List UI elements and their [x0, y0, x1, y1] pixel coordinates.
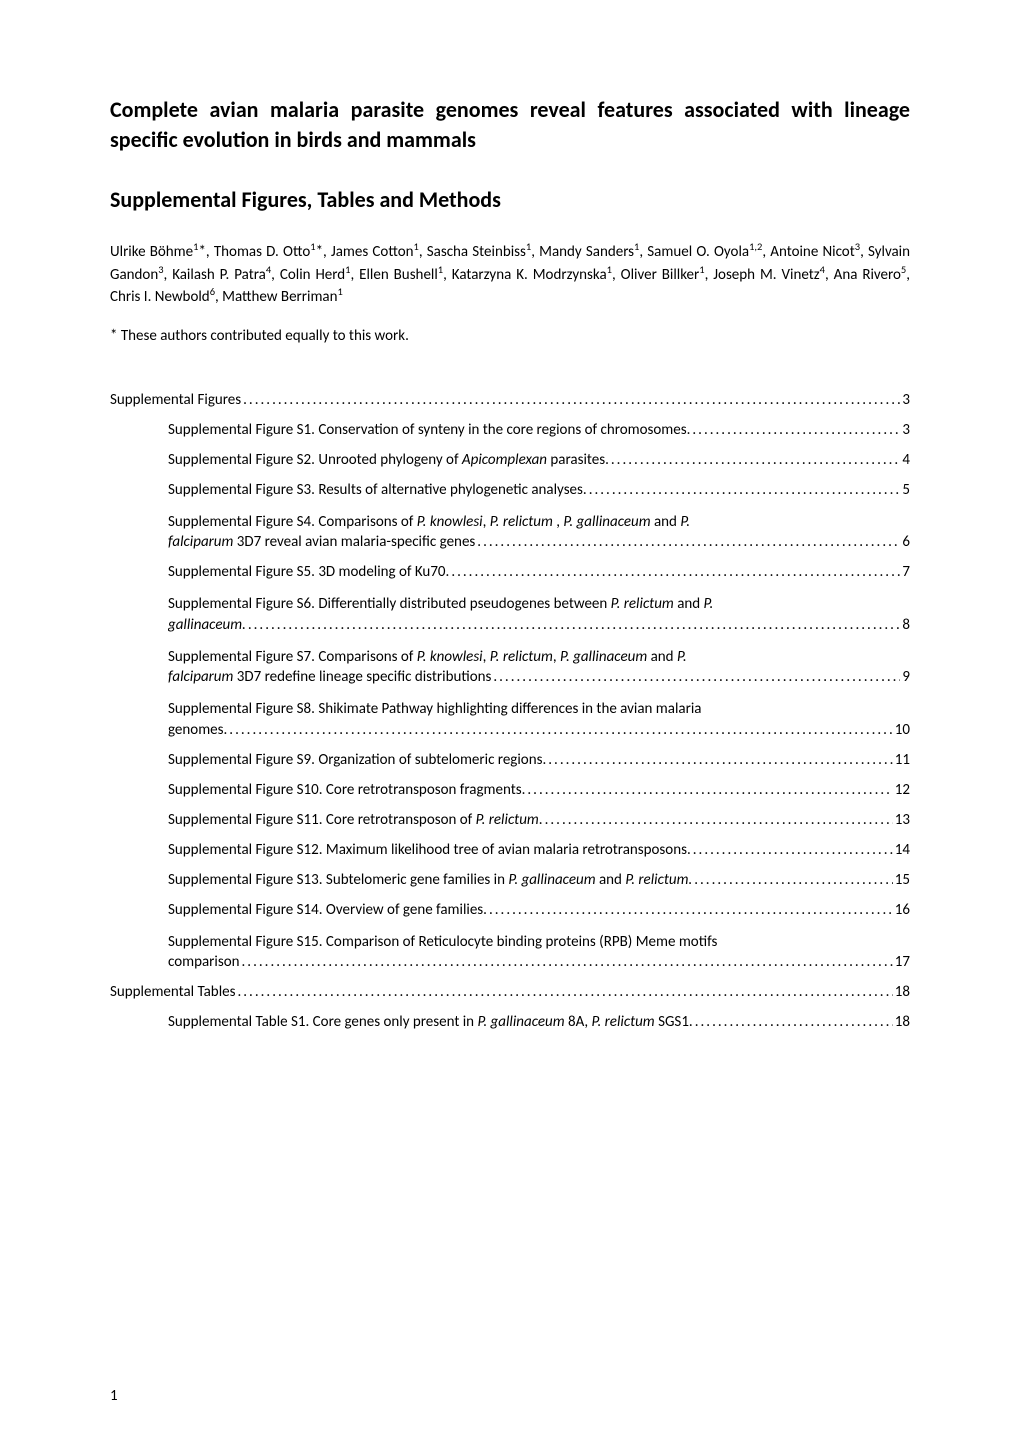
toc-entry-page: 6	[902, 533, 910, 551]
toc-entry-label: Supplemental Figure S14. Overview of gen…	[168, 901, 487, 919]
toc-entry-label: genomes.	[168, 721, 227, 739]
toc-entry: Supplemental Figure S8. Shikimate Pathwa…	[110, 698, 910, 739]
toc-dots	[695, 1013, 893, 1031]
toc-dots	[489, 901, 893, 919]
toc-dots	[692, 421, 900, 439]
toc-entry-label: Supplemental Figure S11. Core retrotrans…	[168, 811, 543, 829]
toc-entry-page: 13	[895, 811, 910, 829]
toc-dots	[229, 721, 892, 739]
toc-entry: Supplemental Figure S12. Maximum likelih…	[110, 841, 910, 859]
toc-entry: Supplemental Figure S9. Organization of …	[110, 751, 910, 769]
toc-entry: Supplemental Figure S1. Conservation of …	[110, 421, 910, 439]
toc-entry-page: 18	[895, 1013, 910, 1031]
toc-entry-label: falciparum 3D7 redefine lineage specific…	[168, 668, 491, 686]
toc-entry-label: Supplemental Figure S1. Conservation of …	[168, 421, 690, 439]
toc-entry-page: 9	[902, 668, 910, 686]
toc-entry-label: Supplemental Table S1. Core genes only p…	[168, 1013, 693, 1031]
toc-dots	[693, 841, 893, 859]
toc-entry-text: Supplemental Figure S4. Comparisons of P…	[168, 511, 910, 534]
toc-entry: Supplemental Figure S13. Subtelomeric ge…	[110, 871, 910, 889]
toc-entry-label: Supplemental Figure S12. Maximum likelih…	[168, 841, 691, 859]
toc-entry-text: Supplemental Figure S8. Shikimate Pathwa…	[168, 698, 910, 721]
toc-entry-lastline: comparison 17	[168, 953, 910, 971]
toc-entry-page: 8	[902, 616, 910, 634]
authors-list: Ulrike Böhme1*, Thomas D. Otto1*, James …	[110, 241, 910, 309]
toc-entry: Supplemental Figure S5. 3D modeling of K…	[110, 563, 910, 581]
toc-entry-lastline: falciparum 3D7 reveal avian malaria-spec…	[168, 533, 910, 551]
toc-entry: Supplemental Figure S10. Core retrotrans…	[110, 781, 910, 799]
toc-entry-page: 5	[902, 481, 910, 499]
toc-entry-page: 15	[895, 871, 910, 889]
toc-dots	[243, 391, 900, 409]
toc-entry: Supplemental Figure S4. Comparisons of P…	[110, 511, 910, 552]
toc-entry-lastline: falciparum 3D7 redefine lineage specific…	[168, 668, 910, 686]
page-container: Complete avian malaria parasite genomes …	[0, 0, 1020, 1443]
table-of-contents: Supplemental Figures3Supplemental Figure…	[110, 391, 910, 1032]
toc-entry-lastline: gallinaceum. 8	[168, 616, 910, 634]
section-heading: Supplemental Figures, Tables and Methods	[110, 186, 910, 213]
toc-entry-label: Supplemental Figures	[110, 391, 241, 409]
equal-contribution-note: * These authors contributed equally to t…	[110, 327, 910, 345]
toc-dots	[237, 983, 892, 1001]
toc-entry: Supplemental Figure S2. Unrooted phyloge…	[110, 451, 910, 469]
toc-dots	[242, 953, 893, 971]
toc-entry-label: Supplemental Figure S3. Results of alter…	[168, 481, 587, 499]
toc-entry: Supplemental Figure S7. Comparisons of P…	[110, 646, 910, 687]
toc-entry-label: Supplemental Figure S2. Unrooted phyloge…	[168, 451, 609, 469]
toc-entry: Supplemental Figure S3. Results of alter…	[110, 481, 910, 499]
toc-entry-label: Supplemental Figure S9. Organization of …	[168, 751, 546, 769]
toc-entry-page: 12	[895, 781, 910, 799]
toc-dots	[545, 811, 893, 829]
toc-entry: Supplemental Figure S15. Comparison of R…	[110, 931, 910, 972]
toc-entry-page: 7	[902, 563, 910, 581]
toc-entry: Supplemental Figure S11. Core retrotrans…	[110, 811, 910, 829]
toc-entry-page: 11	[895, 751, 910, 769]
toc-dots	[611, 451, 901, 469]
toc-entry-page: 14	[895, 841, 910, 859]
toc-entry-text: Supplemental Figure S15. Comparison of R…	[168, 931, 910, 954]
toc-entry: Supplemental Tables 18	[110, 983, 910, 1001]
toc-entry-label: Supplemental Figure S10. Core retrotrans…	[168, 781, 525, 799]
toc-entry: Supplemental Figure S14. Overview of gen…	[110, 901, 910, 919]
toc-entry-page: 17	[895, 953, 910, 971]
toc-entry-page: 3	[902, 421, 910, 439]
toc-dots	[527, 781, 892, 799]
document-title: Complete avian malaria parasite genomes …	[110, 95, 910, 154]
page-number: 1	[110, 1387, 118, 1405]
toc-entry-label: gallinaceum.	[168, 616, 246, 634]
toc-dots	[589, 481, 901, 499]
toc-entry-lastline: genomes. 10	[168, 721, 910, 739]
toc-dots	[451, 563, 900, 581]
toc-entry-label: comparison	[168, 953, 240, 971]
toc-entry-page: 3	[902, 391, 910, 409]
toc-entry: Supplemental Figures 3	[110, 391, 910, 409]
toc-entry-text: Supplemental Figure S6. Differentially d…	[168, 593, 910, 616]
toc-entry-text: Supplemental Figure S7. Comparisons of P…	[168, 646, 910, 669]
toc-dots	[694, 871, 893, 889]
toc-dots	[477, 533, 900, 551]
toc-entry-label: Supplemental Figure S5. 3D modeling of K…	[168, 563, 449, 581]
toc-entry-page: 18	[895, 983, 910, 1001]
toc-entry: Supplemental Figure S6. Differentially d…	[110, 593, 910, 634]
toc-dots	[493, 668, 900, 686]
toc-entry-label: Supplemental Tables	[110, 983, 235, 1001]
toc-entry-label: falciparum 3D7 reveal avian malaria-spec…	[168, 533, 475, 551]
toc-dots	[248, 616, 901, 634]
toc-entry-page: 4	[902, 451, 910, 469]
toc-entry-label: Supplemental Figure S13. Subtelomeric ge…	[168, 871, 692, 889]
toc-entry: Supplemental Table S1. Core genes only p…	[110, 1013, 910, 1031]
toc-dots	[548, 751, 893, 769]
toc-entry-page: 10	[895, 721, 910, 739]
toc-entry-page: 16	[895, 901, 910, 919]
